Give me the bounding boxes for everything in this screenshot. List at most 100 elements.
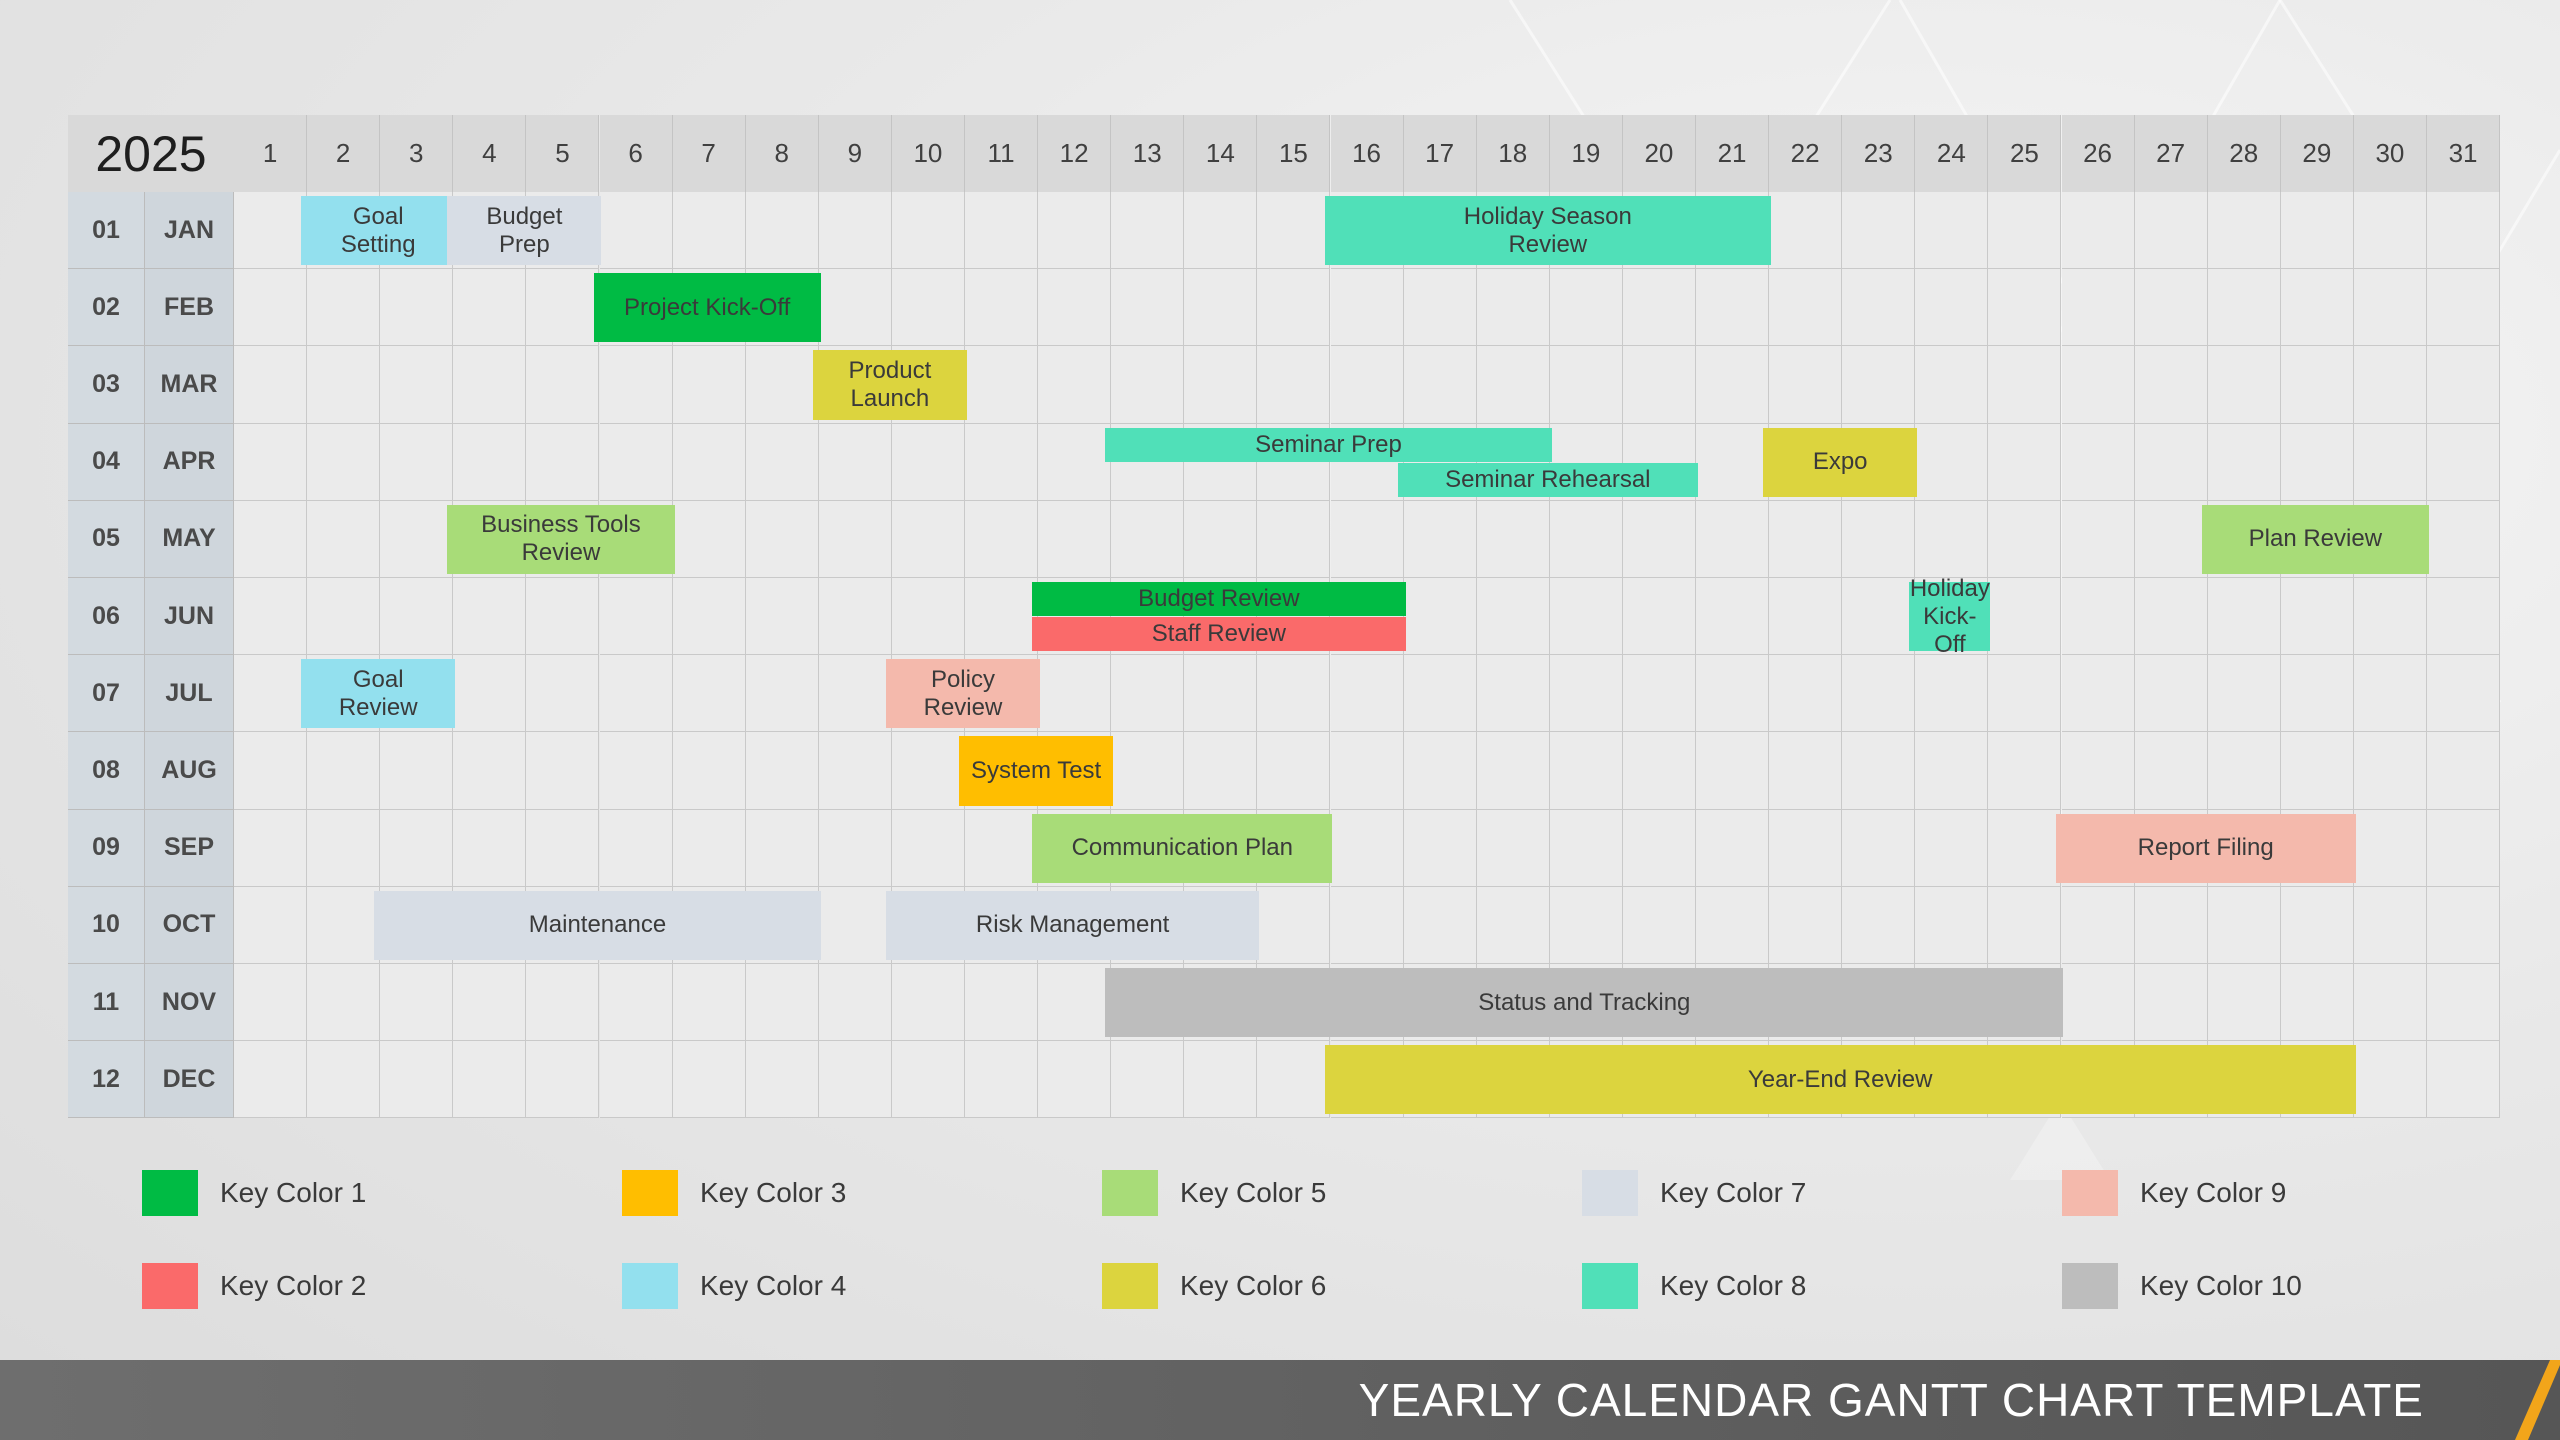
grid-cell: [2427, 346, 2501, 424]
task-bar: Budget Review: [1032, 582, 1406, 616]
grid-cell: [2061, 423, 2135, 501]
grid-cell: [1476, 809, 1550, 887]
grid-cell: [818, 269, 892, 347]
grid-cell: [1476, 500, 1550, 578]
grid-cell: [2353, 192, 2427, 270]
grid-cell: [1622, 500, 1696, 578]
grid-cell: [599, 1041, 673, 1119]
month-number: 09: [68, 809, 145, 887]
grid-cell: [307, 269, 381, 347]
day-header: 24: [1915, 115, 1989, 192]
grid-cell: [307, 886, 381, 964]
footer-title: YEARLY CALENDAR GANTT CHART TEMPLATE: [1358, 1374, 2424, 1426]
grid-cell: [1769, 886, 1843, 964]
grid-cell: [672, 578, 746, 656]
grid-cell: [1842, 346, 1916, 424]
grid-cell: [672, 964, 746, 1042]
grid-cell: [234, 732, 308, 810]
day-header: 10: [891, 115, 965, 192]
legend-label: Key Color 5: [1180, 1177, 1327, 1208]
grid-cell: [453, 655, 527, 733]
grid-cell: [1769, 500, 1843, 578]
day-header: 20: [1622, 115, 1696, 192]
grid-cell: [307, 578, 381, 656]
grid-cell: [1696, 346, 1770, 424]
grid-cell: [2353, 655, 2427, 733]
month-number: 01: [68, 192, 145, 270]
legend-swatch: [2062, 1263, 2118, 1309]
grid-cell: [1622, 732, 1696, 810]
grid-cell: [818, 1041, 892, 1119]
task-bar: Staff Review: [1032, 617, 1406, 651]
grid-cell: [2353, 1041, 2427, 1119]
grid-cell: [1622, 346, 1696, 424]
grid-cell: [1769, 192, 1843, 270]
grid-cell: [526, 732, 600, 810]
grid-cell: [1184, 500, 1258, 578]
grid-cell: [599, 578, 673, 656]
grid-cell: [1476, 655, 1550, 733]
grid-cell: [1184, 732, 1258, 810]
grid-cell: [2134, 964, 2208, 1042]
month-name: JUN: [145, 578, 234, 656]
grid-cell: [1915, 500, 1989, 578]
grid-cell: [1403, 346, 1477, 424]
grid-cell: [2427, 886, 2501, 964]
grid-cell: [2061, 655, 2135, 733]
grid-cell: [1769, 578, 1843, 656]
grid-cell: [2061, 578, 2135, 656]
month-name: APR: [145, 423, 234, 501]
grid-cell: [2427, 1041, 2501, 1119]
grid-cell: [2207, 655, 2281, 733]
month-number: 05: [68, 500, 145, 578]
grid-cell: [2427, 269, 2501, 347]
grid-cell: [526, 1041, 600, 1119]
day-header: 9: [818, 115, 892, 192]
day-header: 6: [599, 115, 673, 192]
day-header: 7: [672, 115, 746, 192]
grid-cell: [307, 809, 381, 887]
legend-item: Key Color 6: [1102, 1263, 1326, 1309]
legend-swatch: [2062, 1170, 2118, 1216]
grid-cell: [1696, 500, 1770, 578]
grid-cell: [818, 964, 892, 1042]
grid-cell: [745, 346, 819, 424]
grid-cell: [672, 732, 746, 810]
grid-cell: [307, 423, 381, 501]
grid-cell: [1403, 809, 1477, 887]
legend-item: Key Color 10: [2062, 1263, 2302, 1309]
day-header: 25: [1988, 115, 2062, 192]
grid-cell: [526, 655, 600, 733]
grid-cell: [1622, 886, 1696, 964]
grid-cell: [1842, 732, 1916, 810]
grid-cell: [1769, 809, 1843, 887]
grid-cell: [453, 269, 527, 347]
grid-cell: [965, 269, 1039, 347]
day-header: 29: [2280, 115, 2354, 192]
grid-cell: [1842, 500, 1916, 578]
grid-cell: [2427, 578, 2501, 656]
grid-cell: [2353, 886, 2427, 964]
month-name: SEP: [145, 809, 234, 887]
grid-cell: [1184, 269, 1258, 347]
grid-cell: [2134, 423, 2208, 501]
grid-cell: [2134, 346, 2208, 424]
grid-cell: [2353, 423, 2427, 501]
day-header: 5: [526, 115, 600, 192]
legend-swatch: [1102, 1263, 1158, 1309]
task-bar: Communication Plan: [1032, 813, 1333, 883]
grid-cell: [380, 1041, 454, 1119]
month-name: JUL: [145, 655, 234, 733]
grid-cell: [380, 346, 454, 424]
grid-cell: [2353, 732, 2427, 810]
grid-cell: [599, 346, 673, 424]
grid-cell: [1403, 269, 1477, 347]
legend-label: Key Color 8: [1660, 1270, 1807, 1301]
grid-cell: [234, 655, 308, 733]
grid-cell: [307, 964, 381, 1042]
month-number: 02: [68, 269, 145, 347]
task-bar: Year-End Review: [1324, 1045, 2356, 1115]
grid-cell: [1915, 269, 1989, 347]
grid-cell: [526, 964, 600, 1042]
grid-cell: [453, 1041, 527, 1119]
